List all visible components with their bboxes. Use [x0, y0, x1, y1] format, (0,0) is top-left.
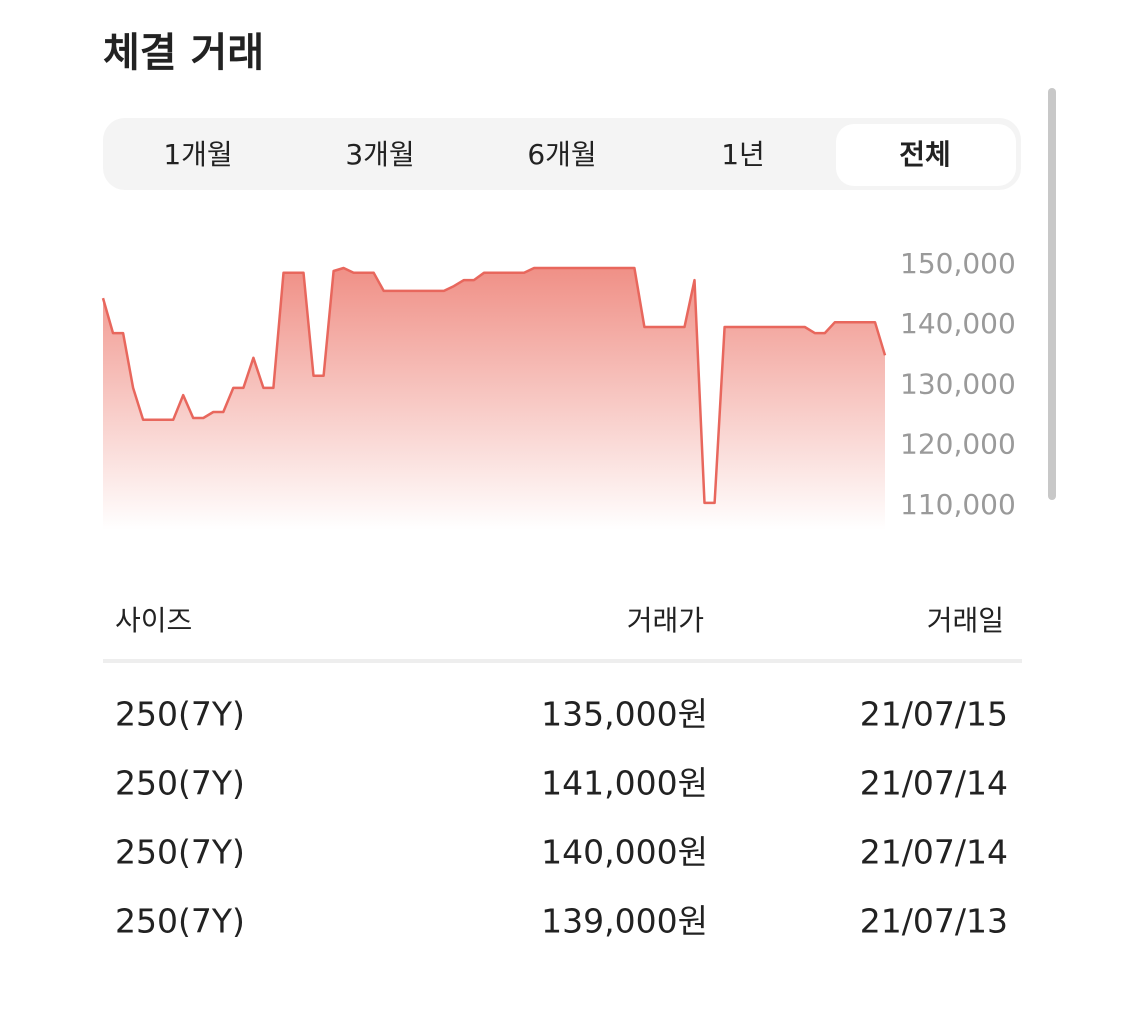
table-cell: 21/07/13 — [860, 902, 1008, 941]
tab[interactable]: 전체 — [899, 138, 951, 171]
tab[interactable]: 6개월 — [527, 138, 596, 171]
table-cell: 250(7Y) — [115, 902, 245, 941]
table-header: 사이즈 — [115, 604, 192, 637]
y-tick-label: 150,000 — [900, 247, 1016, 280]
table-header: 거래가 — [627, 604, 704, 637]
tab[interactable]: 3개월 — [345, 138, 414, 171]
table-cell: 21/07/14 — [860, 764, 1008, 803]
title: 체결 거래 — [103, 30, 264, 76]
y-tick-label: 110,000 — [900, 488, 1016, 521]
price-line — [101, 266, 887, 505]
table-cell: 250(7Y) — [115, 695, 245, 734]
tab-bar — [103, 118, 1021, 190]
table-cell: 21/07/15 — [860, 695, 1008, 734]
tab[interactable]: 1년 — [721, 138, 765, 171]
y-tick-label: 130,000 — [900, 367, 1016, 400]
table-cell: 250(7Y) — [115, 764, 245, 803]
table-cell: 250(7Y) — [115, 833, 245, 872]
table-cell: 21/07/14 — [860, 833, 1008, 872]
y-tick-label: 120,000 — [900, 428, 1016, 461]
table-cell: 141,000원 — [541, 764, 708, 803]
y-tick-label: 140,000 — [900, 307, 1016, 340]
area-fill — [103, 268, 885, 530]
tab-selected-bg — [836, 124, 1016, 186]
tab[interactable]: 1개월 — [163, 138, 232, 171]
scrollbar — [1048, 88, 1056, 500]
table-header: 거래일 — [927, 604, 1004, 637]
table-cell: 139,000원 — [541, 902, 708, 941]
table-cell: 140,000원 — [541, 833, 708, 872]
table-cell: 135,000원 — [541, 695, 708, 734]
